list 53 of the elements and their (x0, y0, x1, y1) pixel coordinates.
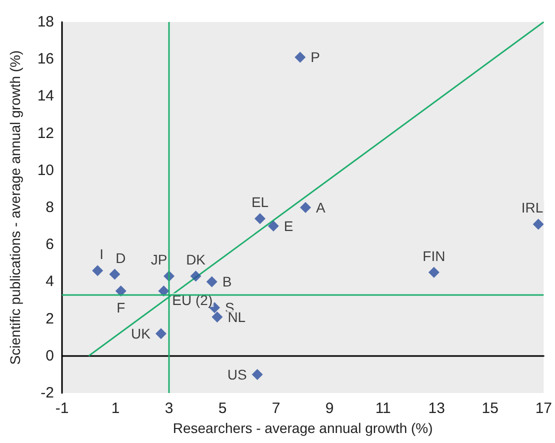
x-axis-title: Researchers - average annual growth (%) (172, 420, 433, 436)
y-axis-title: Scientific publications - average annual growth (%) (7, 50, 23, 365)
point (206, 276, 218, 288)
y-tick-label: 2 (46, 310, 54, 328)
y-tick-label: -2 (40, 384, 54, 402)
series-label: US (227, 366, 247, 382)
point (190, 270, 202, 282)
point (532, 218, 544, 230)
y-tick-label: 18 (37, 14, 54, 30)
x-tick-label: 13 (428, 400, 445, 417)
x-tick-label: 3 (164, 400, 174, 417)
series-label: P (310, 49, 320, 66)
point (294, 52, 306, 63)
point (156, 328, 167, 340)
series-label: F (116, 299, 126, 316)
point (109, 268, 120, 280)
x-tick-label: 7 (272, 400, 280, 417)
series-label: IRL (521, 200, 544, 216)
y-tick-label: 8 (46, 199, 54, 216)
x-tick-label: -1 (55, 400, 69, 417)
series-label: E (284, 218, 294, 234)
y-tick-label: 10 (37, 162, 54, 179)
y-tick-label: 14 (37, 88, 54, 105)
point (115, 285, 126, 296)
x-tick-label: 15 (482, 400, 498, 417)
point (300, 202, 312, 213)
series-label: DK (186, 252, 206, 268)
point (254, 213, 266, 224)
y-tick-label: 4 (46, 273, 54, 290)
point (252, 368, 263, 380)
series-label: EU (2) (172, 292, 213, 308)
point (158, 285, 170, 296)
x-tick-label: 17 (535, 400, 552, 417)
x-tick-label: 9 (325, 400, 334, 417)
x-tick-label: 11 (375, 400, 391, 417)
series-label: FIN (422, 248, 446, 264)
series-label: I (100, 246, 104, 262)
point (212, 311, 223, 322)
series-label: JP (150, 252, 168, 268)
point (428, 266, 440, 278)
y-tick-label: 0 (46, 347, 54, 364)
y-tick-label: 12 (37, 124, 54, 142)
y-tick-label: 16 (37, 50, 54, 68)
x-tick-label: 5 (218, 400, 227, 417)
x-tick-label: 1 (111, 400, 120, 417)
series-label: EL (251, 194, 269, 210)
series-label: A (316, 200, 326, 216)
point (268, 220, 279, 232)
series-label: UK (131, 326, 152, 342)
point (92, 265, 104, 276)
y-tick-label: 6 (46, 236, 54, 254)
series-label: D (116, 250, 126, 266)
series-label: B (222, 274, 232, 290)
